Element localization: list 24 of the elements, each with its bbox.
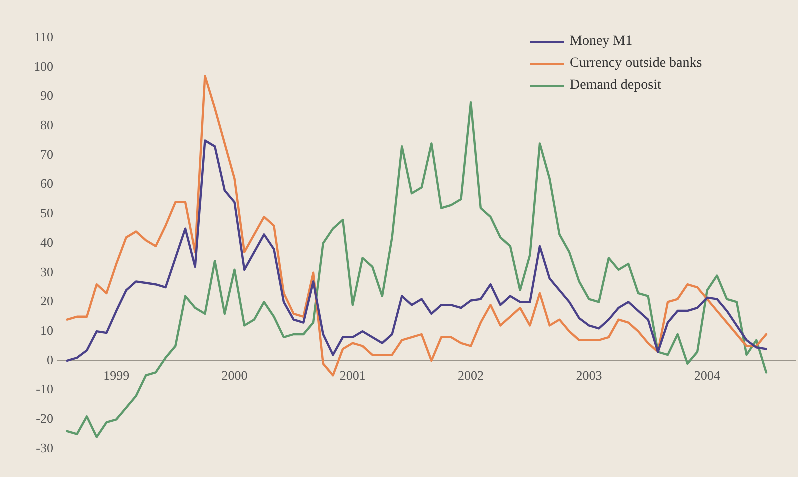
x-tick-label: 2004 bbox=[694, 368, 721, 384]
legend-label: Demand deposit bbox=[570, 78, 662, 94]
y-tick-label: -30 bbox=[36, 440, 54, 456]
y-tick-label: 70 bbox=[40, 146, 54, 162]
y-tick-label: 0 bbox=[47, 352, 54, 368]
y-tick-label: 100 bbox=[34, 58, 54, 74]
x-tick-label: 2001 bbox=[340, 368, 366, 384]
y-tick-label: 90 bbox=[40, 88, 54, 104]
y-tick-label: 60 bbox=[40, 176, 54, 192]
y-tick-label: 40 bbox=[40, 234, 54, 250]
legend-label: Currency outside banks bbox=[570, 56, 702, 72]
y-tick-label: 110 bbox=[34, 29, 54, 44]
y-tick-label: 10 bbox=[40, 322, 54, 338]
x-tick-label: 2003 bbox=[576, 368, 602, 384]
y-tick-label: -10 bbox=[36, 382, 54, 397]
y-tick-label: 80 bbox=[40, 117, 54, 132]
y-tick-label: -20 bbox=[36, 411, 54, 426]
y-tick-label: 30 bbox=[40, 264, 54, 280]
x-tick-label: 2000 bbox=[222, 368, 248, 384]
x-tick-label: 2002 bbox=[458, 368, 484, 384]
x-tick-label: 1999 bbox=[104, 368, 130, 384]
y-tick-label: 20 bbox=[40, 294, 54, 309]
y-tick-label: 50 bbox=[40, 206, 54, 221]
legend-label: Money M1 bbox=[570, 34, 633, 50]
